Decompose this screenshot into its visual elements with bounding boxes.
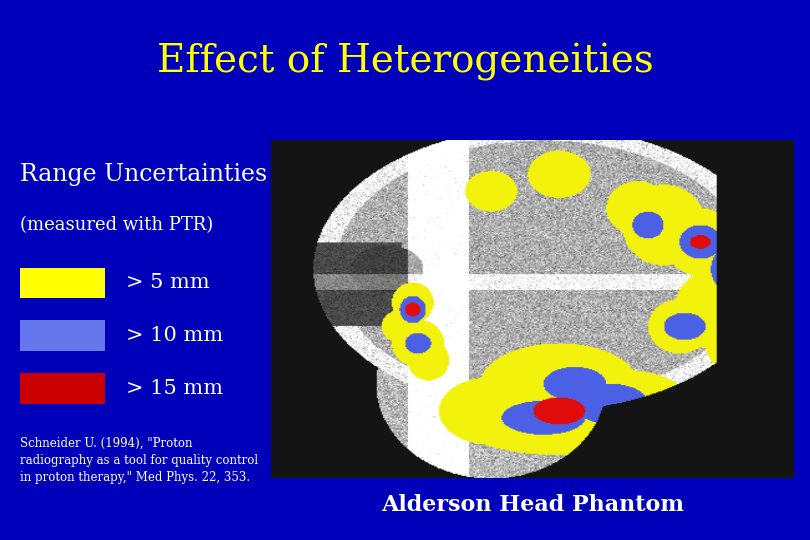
Text: Schneider U. (1994), "Proton
radiography as a tool for quality control
in proton: Schneider U. (1994), "Proton radiography… xyxy=(20,437,258,484)
Text: > 10 mm: > 10 mm xyxy=(126,326,223,345)
FancyBboxPatch shape xyxy=(20,268,105,298)
Text: Alderson Head Phantom: Alderson Head Phantom xyxy=(381,494,684,516)
Text: (measured with PTR): (measured with PTR) xyxy=(20,216,214,234)
Text: > 15 mm: > 15 mm xyxy=(126,379,223,397)
FancyBboxPatch shape xyxy=(20,320,105,351)
Text: > 5 mm: > 5 mm xyxy=(126,273,209,292)
FancyBboxPatch shape xyxy=(20,373,105,403)
Text: Effect of Heterogeneities: Effect of Heterogeneities xyxy=(156,43,654,81)
Text: Range Uncertainties: Range Uncertainties xyxy=(20,163,267,186)
